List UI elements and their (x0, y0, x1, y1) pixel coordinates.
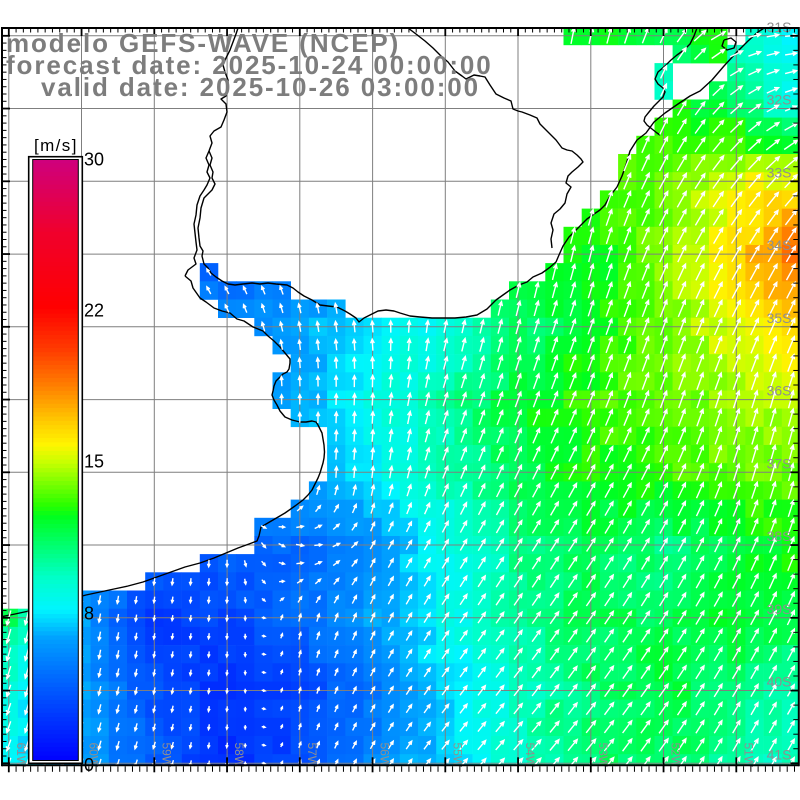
svg-text:54W: 54W (523, 743, 537, 768)
svg-text:valid date: 2025-10-26 03:00:0: valid date: 2025-10-26 03:00:00 (41, 72, 480, 102)
svg-text:61W: 61W (14, 743, 28, 768)
svg-text:51W: 51W (741, 743, 755, 768)
svg-text:34S: 34S (767, 237, 792, 253)
svg-text:35S: 35S (767, 310, 792, 326)
svg-text:36S: 36S (767, 383, 792, 399)
svg-text:38S: 38S (767, 528, 792, 544)
svg-text:55W: 55W (450, 743, 464, 768)
svg-text:40S: 40S (767, 674, 792, 690)
svg-text:60W: 60W (87, 743, 101, 768)
svg-text:58W: 58W (232, 743, 246, 768)
svg-text:[m/s]: [m/s] (34, 136, 78, 155)
svg-text:33S: 33S (767, 164, 792, 180)
svg-text:0: 0 (84, 755, 94, 775)
svg-text:39S: 39S (767, 601, 792, 617)
svg-text:52W: 52W (669, 743, 683, 768)
svg-text:forecast date: 2025-10-24 00:0: forecast date: 2025-10-24 00:00:00 (6, 50, 493, 80)
svg-text:53W: 53W (596, 743, 610, 768)
svg-text:56W: 56W (378, 743, 392, 768)
svg-text:31S: 31S (767, 19, 792, 35)
svg-text:22: 22 (84, 301, 104, 321)
svg-text:8: 8 (84, 604, 94, 624)
svg-text:57W: 57W (305, 743, 319, 768)
svg-text:41S: 41S (767, 746, 792, 762)
svg-text:37S: 37S (767, 455, 792, 471)
svg-text:32S: 32S (767, 92, 792, 108)
svg-text:modelo GEFS-WAVE (NCEP): modelo GEFS-WAVE (NCEP) (6, 28, 400, 58)
svg-text:30: 30 (84, 150, 104, 170)
svg-text:59W: 59W (159, 743, 173, 768)
svg-text:15: 15 (84, 452, 104, 472)
